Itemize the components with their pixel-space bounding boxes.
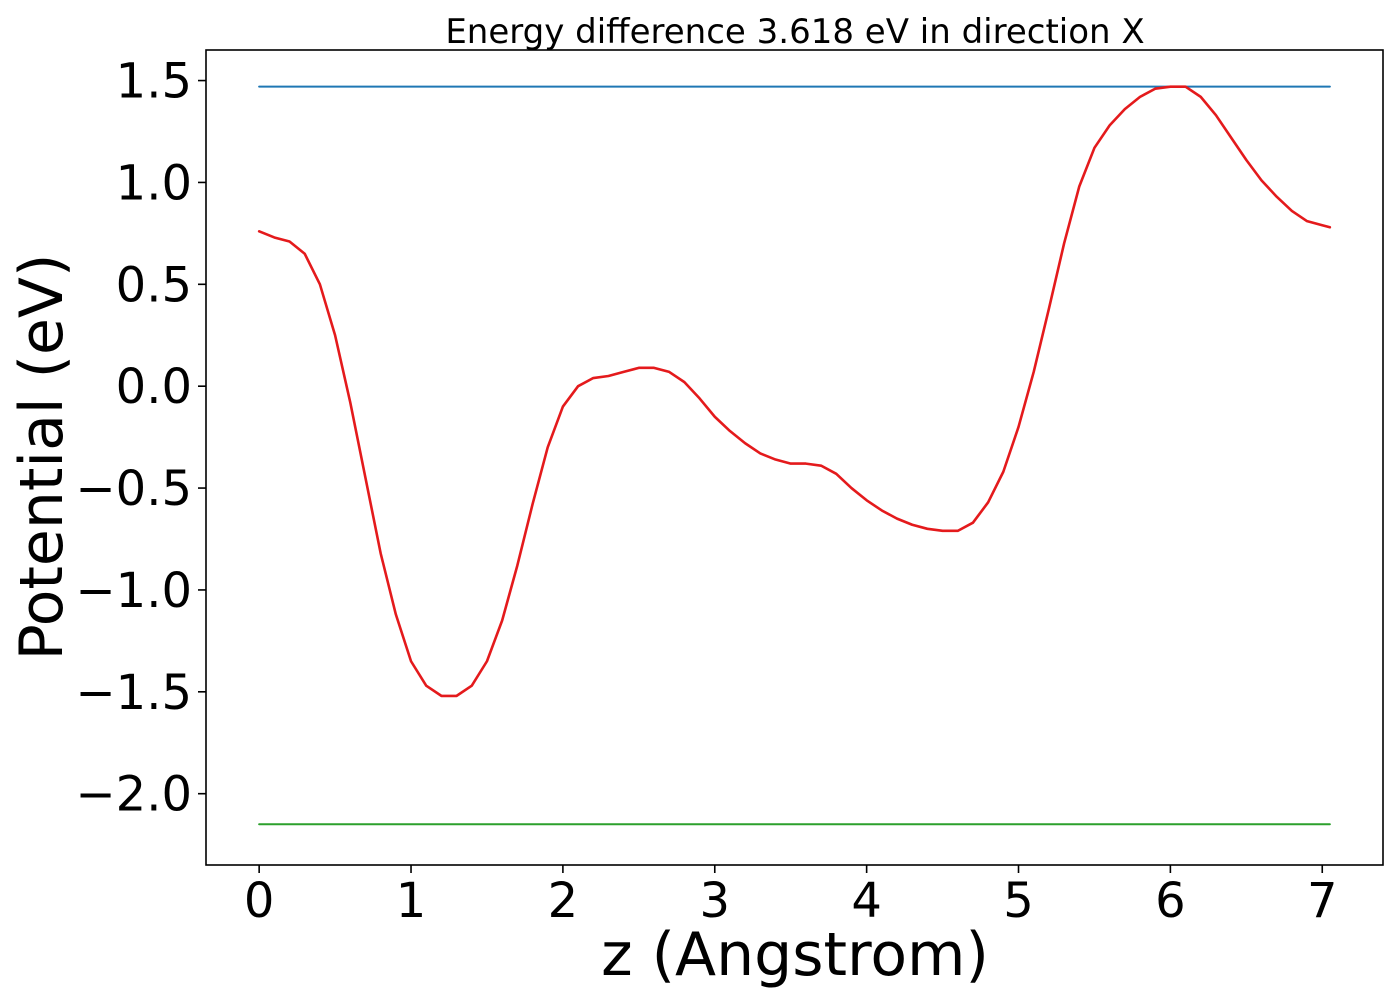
series-line-2 [257, 85, 1332, 698]
x-tick-label: 6 [1155, 873, 1186, 929]
y-tick-label: −2.0 [75, 767, 192, 823]
x-tick-label: 0 [244, 873, 275, 929]
y-tick-label: 0.0 [116, 359, 192, 415]
x-tick-label: 3 [699, 873, 730, 929]
x-tick-label: 5 [1003, 873, 1034, 929]
x-axis-label: z (Angstrom) [601, 920, 989, 990]
chart-title: Energy difference 3.618 eV in direction … [445, 12, 1144, 52]
series-group [257, 85, 1332, 826]
y-tick-label: −1.0 [75, 563, 192, 619]
x-tick-label: 2 [548, 873, 579, 929]
x-tick-label: 7 [1307, 873, 1338, 929]
x-tick-label: 4 [851, 873, 882, 929]
plot-frame [205, 49, 1384, 866]
x-tick-label: 1 [396, 873, 427, 929]
y-tick-label: −1.5 [75, 665, 192, 721]
y-tick-label: −0.5 [75, 461, 192, 517]
y-tick-label: 1.0 [116, 155, 192, 211]
x-axis-ticks: 0 1 2 3 4 5 6 7 [244, 865, 1338, 929]
y-tick-label: 1.5 [116, 54, 192, 110]
y-tick-label: 0.5 [116, 257, 192, 313]
y-axis-ticks: 1.5 1.0 0.5 0.0 −0.5 −1.0 −1.5 −2.0 [75, 54, 206, 823]
y-axis-label: Potential (eV) [7, 254, 77, 661]
